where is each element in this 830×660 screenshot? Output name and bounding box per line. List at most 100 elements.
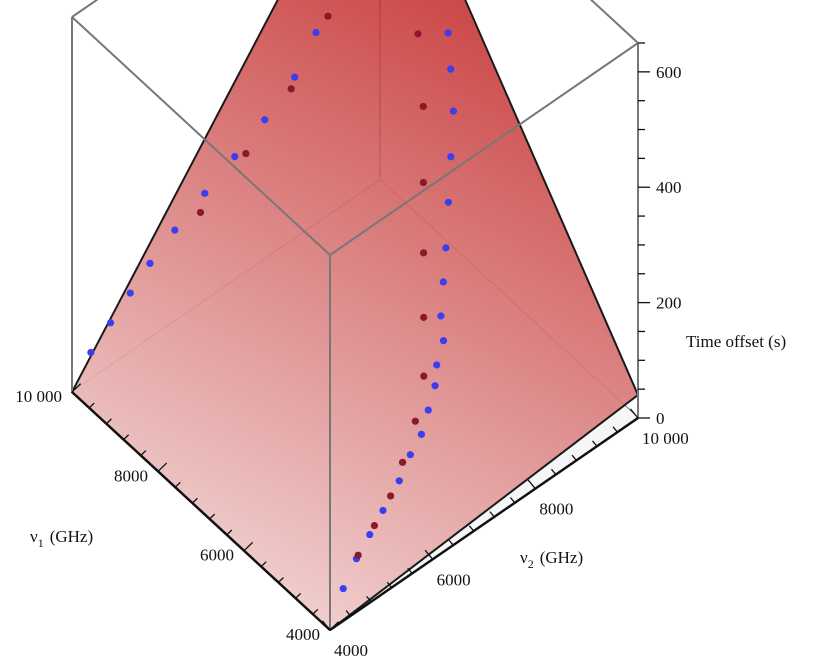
tick-nu2-1: [345, 610, 352, 617]
tick-nu2-13: [592, 440, 598, 447]
data-point-s1-0: [354, 551, 362, 559]
tick-nu1-4: [260, 561, 267, 568]
tick-label-nu2-3: 10 000: [642, 429, 689, 448]
data-point-s0-0: [339, 584, 347, 593]
tick-nu1-12: [123, 434, 130, 441]
data-point-s1-14: [287, 85, 295, 93]
data-point-s1-15: [324, 12, 332, 20]
data-point-s1-8: [419, 178, 427, 187]
data-point-s0-7: [424, 406, 432, 414]
data-point-s0-28: [146, 259, 154, 267]
tick-nu2-2: [366, 595, 372, 603]
tick-nu2-0: [321, 620, 331, 631]
tick-nu2-15: [629, 408, 639, 419]
tick-nu1-0: [329, 621, 340, 631]
tick-label-z-2: 400: [656, 178, 682, 197]
data-point-s1-2: [387, 492, 395, 500]
x-axis-label: ν1 (GHz): [30, 527, 93, 550]
axis-ticks: [71, 42, 650, 631]
tick-nu1-10: [157, 462, 168, 472]
data-point-s0-17: [447, 65, 455, 73]
tick-nu1-3: [277, 577, 284, 583]
data-point-s0-13: [442, 244, 450, 252]
axis-line-nu1: [71, 391, 331, 631]
data-point-s1-10: [414, 30, 422, 38]
data-point-s1-1: [370, 521, 378, 530]
tick-nu2-14: [612, 426, 618, 433]
data-point-s0-15: [447, 153, 455, 161]
data-point-s1-6: [420, 313, 428, 321]
data-point-s1-4: [411, 417, 419, 425]
tick-label-nu2-0: 4000: [334, 641, 368, 660]
tick-nu2-8: [489, 511, 495, 518]
data-point-s0-29: [171, 226, 179, 234]
data-point-s0-26: [106, 319, 115, 327]
data-point-s0-3: [379, 506, 387, 515]
tick-label-z-0: 0: [656, 409, 665, 428]
tick-nu2-4: [407, 567, 413, 574]
tick-nu2-7: [468, 525, 475, 532]
tick-label-nu2-1: 6000: [437, 570, 471, 589]
tick-nu1-2: [295, 592, 302, 599]
z-axis-label: Time offset (s): [686, 332, 786, 351]
data-point-s0-31: [231, 152, 239, 161]
data-point-s1-5: [420, 372, 428, 380]
data-point-s0-8: [431, 382, 439, 390]
tick-nu2-5: [424, 549, 434, 560]
data-point-s0-10: [439, 337, 448, 345]
box-front-edges: [71, 16, 639, 632]
box-edge-top-back-right: [589, 0, 639, 44]
tick-label-nu2-2: 8000: [539, 500, 573, 519]
data-point-s0-27: [126, 289, 134, 297]
tick-label-z-1: 200: [656, 294, 682, 313]
tick-nu1-13: [105, 418, 112, 425]
tick-nu1-1: [312, 608, 319, 615]
data-point-s0-4: [395, 477, 403, 485]
tick-nu1-11: [140, 450, 147, 456]
data-point-s0-30: [201, 189, 209, 197]
data-point-s0-32: [261, 116, 269, 124]
tick-nu2-11: [550, 468, 557, 475]
box-edge-top-front-left: [71, 16, 331, 256]
data-points: [87, 0, 457, 593]
data-point-s0-34: [312, 28, 320, 37]
tick-nu1-14: [88, 402, 95, 409]
y-axis-label: ν2 (GHz): [520, 548, 583, 571]
axis-line-nu2: [329, 416, 639, 632]
tick-label-nu1-2: 8000: [114, 466, 148, 485]
data-point-s1-9: [419, 102, 427, 111]
data-point-s1-7: [419, 249, 428, 257]
data-point-s0-9: [433, 361, 441, 369]
data-point-s0-14: [444, 198, 452, 206]
data-point-s1-12: [196, 208, 205, 217]
tick-label-z-3: 600: [656, 63, 682, 82]
data-point-s1-3: [398, 458, 407, 466]
tick-nu1-5: [243, 541, 254, 552]
tick-nu2-3: [386, 581, 393, 589]
tick-nu2-9: [509, 497, 516, 504]
tick-label-nu1-3: 10 000: [15, 387, 62, 406]
data-point-s0-5: [406, 451, 414, 459]
tick-nu1-8: [191, 497, 198, 504]
tick-nu2-6: [448, 539, 454, 546]
data-point-s0-11: [437, 312, 445, 320]
data-point-s0-2: [366, 530, 374, 539]
data-point-s0-12: [439, 278, 447, 286]
tick-label-nu1-1: 6000: [200, 546, 234, 565]
box-edge-top-front-right: [329, 42, 639, 256]
tick-nu2-10: [527, 479, 536, 490]
tick-nu1-7: [209, 513, 216, 520]
tick-nu2-12: [571, 454, 577, 461]
tick-nu1-15: [71, 383, 82, 393]
data-point-s0-25: [87, 348, 95, 357]
data-point-s0-33: [291, 73, 299, 81]
data-point-s0-6: [417, 430, 426, 438]
data-point-s1-13: [242, 149, 250, 158]
tick-nu1-9: [174, 481, 181, 488]
data-point-s0-16: [449, 107, 457, 115]
tick-nu1-6: [226, 529, 233, 536]
tick-label-nu1-0: 4000: [286, 625, 320, 644]
data-point-s0-18: [444, 29, 452, 37]
